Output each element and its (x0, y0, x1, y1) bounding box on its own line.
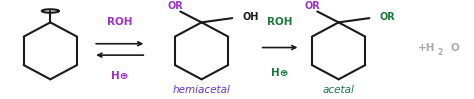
Text: OR: OR (305, 1, 320, 11)
Text: 2: 2 (438, 48, 443, 57)
Text: ROH: ROH (267, 17, 293, 27)
Text: OH: OH (242, 12, 258, 22)
Text: O: O (450, 43, 459, 53)
Text: OR: OR (379, 12, 395, 22)
Text: ROH: ROH (107, 17, 133, 27)
Text: H⊕: H⊕ (111, 70, 128, 80)
Text: H⊕: H⊕ (271, 68, 289, 78)
Text: +H: +H (418, 43, 436, 53)
Text: OR: OR (168, 1, 183, 11)
Text: acetal: acetal (323, 85, 355, 95)
Text: hemiacetal: hemiacetal (173, 85, 230, 95)
